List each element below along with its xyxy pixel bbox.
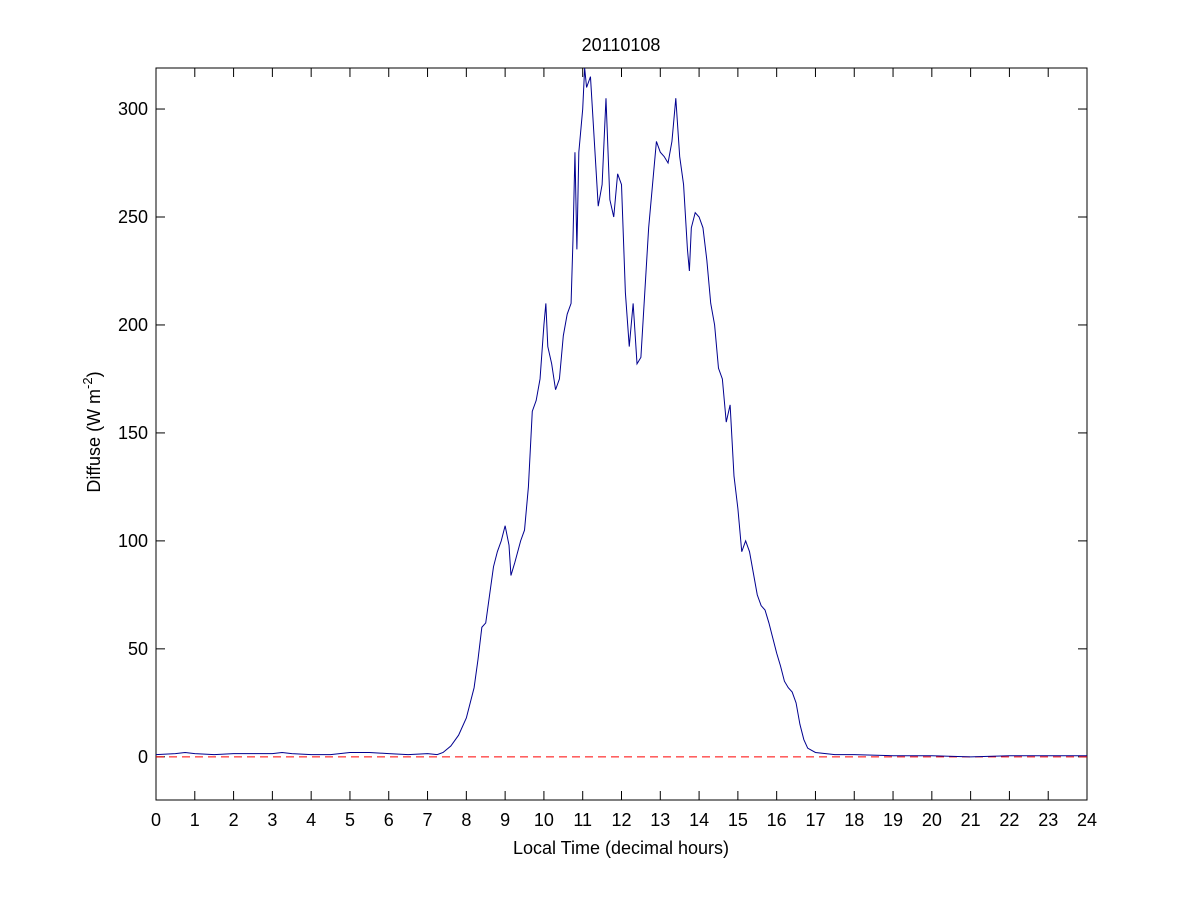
x-tick-label: 24 bbox=[1077, 810, 1097, 830]
x-tick-label: 8 bbox=[461, 810, 471, 830]
x-tick-label: 0 bbox=[151, 810, 161, 830]
y-label-text: Diffuse (W m bbox=[84, 389, 104, 493]
x-tick-label: 9 bbox=[500, 810, 510, 830]
y-tick-label: 50 bbox=[128, 639, 148, 659]
x-tick-label: 19 bbox=[883, 810, 903, 830]
x-tick-label: 13 bbox=[650, 810, 670, 830]
x-tick-label: 7 bbox=[423, 810, 433, 830]
x-tick-label: 4 bbox=[306, 810, 316, 830]
x-tick-label: 18 bbox=[844, 810, 864, 830]
x-tick-label: 10 bbox=[534, 810, 554, 830]
x-tick-label: 16 bbox=[767, 810, 787, 830]
y-tick-label: 250 bbox=[118, 207, 148, 227]
y-tick-label: 200 bbox=[118, 315, 148, 335]
x-tick-label: 6 bbox=[384, 810, 394, 830]
x-tick-label: 5 bbox=[345, 810, 355, 830]
chart-title: 20110108 bbox=[582, 35, 661, 55]
x-tick-label: 20 bbox=[922, 810, 942, 830]
x-tick-label: 22 bbox=[999, 810, 1019, 830]
x-tick-label: 3 bbox=[267, 810, 277, 830]
x-tick-label: 2 bbox=[229, 810, 239, 830]
data-line bbox=[155, 67, 1087, 758]
y-axis-label: Diffuse (W m-2) bbox=[80, 371, 104, 492]
x-tick-label: 15 bbox=[728, 810, 748, 830]
x-tick-label: 23 bbox=[1038, 810, 1058, 830]
x-tick-label: 21 bbox=[961, 810, 981, 830]
y-label-suffix: ) bbox=[84, 371, 104, 377]
y-tick-label: 150 bbox=[118, 423, 148, 443]
y-tick-label: 100 bbox=[118, 531, 148, 551]
x-tick-label: 11 bbox=[573, 810, 592, 830]
y-label-superscript: -2 bbox=[80, 377, 95, 389]
x-tick-label: 17 bbox=[805, 810, 825, 830]
x-tick-label: 1 bbox=[190, 810, 200, 830]
x-axis-label: Local Time (decimal hours) bbox=[513, 838, 729, 858]
x-tick-label: 12 bbox=[611, 810, 631, 830]
y-tick-label: 0 bbox=[138, 747, 148, 767]
x-tick-label: 14 bbox=[689, 810, 709, 830]
y-tick-label: 300 bbox=[118, 99, 148, 119]
